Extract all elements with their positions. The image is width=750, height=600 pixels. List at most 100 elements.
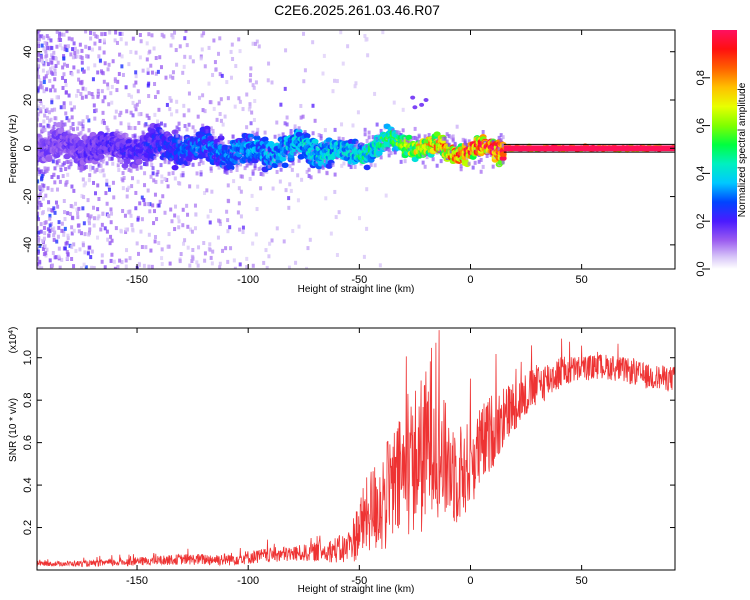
spectrogram-cell <box>156 119 160 124</box>
spectrogram-cell <box>296 198 300 203</box>
spectrogram-cell <box>141 130 145 135</box>
spectrogram-cell <box>143 171 147 176</box>
x-tick-label: -100 <box>237 274 259 286</box>
spectrogram-cell <box>178 259 182 264</box>
spectrogram-cell <box>130 184 134 189</box>
spectrogram-cell <box>43 244 47 249</box>
spectrogram-cell <box>38 34 42 39</box>
spectrogram-cell <box>50 187 54 192</box>
spectrogram-cell <box>109 220 113 225</box>
spectrogram-cell <box>40 59 44 64</box>
spectrogram-cell <box>55 239 59 244</box>
spectrogram-cell <box>341 61 345 66</box>
spectrogram-cell <box>117 160 121 165</box>
spectrogram-cell <box>191 59 195 64</box>
spectrogram-cell <box>501 160 505 165</box>
spectrogram-cell <box>79 130 83 135</box>
spectrogram-cell <box>473 160 477 165</box>
spectrogram-cell <box>119 159 123 164</box>
spectrogram-cell <box>305 266 309 269</box>
spectrogram-cell <box>153 239 157 244</box>
spectrogram-cell <box>111 180 115 185</box>
spectrogram-cell <box>243 166 247 171</box>
spectrogram-cell <box>37 250 40 255</box>
spectrogram-cell <box>278 179 282 184</box>
spectrogram-cell <box>218 219 222 224</box>
spectrogram-cell <box>208 220 212 225</box>
spectrogram-cell <box>100 70 104 75</box>
spectrogram-cell <box>213 60 217 65</box>
spectrogram-cell <box>443 136 447 141</box>
spectrogram-cell <box>185 127 189 132</box>
spectrogram-cell <box>90 265 94 269</box>
spectrogram-cell <box>363 164 371 171</box>
spectrogram-cell <box>96 183 100 188</box>
spectrogram-cell <box>43 113 47 118</box>
spectrogram-cell <box>79 91 83 96</box>
spectrogram-cell <box>77 206 81 211</box>
spectrogram-cell <box>196 114 200 119</box>
spectrogram-cell <box>54 56 58 61</box>
spectrogram-cell <box>55 159 59 164</box>
spectrogram-cell <box>423 164 427 169</box>
spectrogram-cell <box>158 199 162 204</box>
colorbar-tick-label: 0.8 <box>695 70 707 85</box>
spectrogram-cell <box>55 30 59 34</box>
y-tick-label: 1.0 <box>22 350 34 365</box>
spectrogram-cell <box>69 101 73 106</box>
spectrogram-cell <box>202 241 206 246</box>
spectrogram-cell <box>136 217 140 222</box>
spectrogram-cell <box>124 230 128 235</box>
spectrogram-cell <box>80 48 84 53</box>
spectrogram-cell <box>125 158 129 163</box>
spectrogram-cell <box>119 110 123 115</box>
spectrogram-cell <box>358 216 362 221</box>
spectrogram-cell <box>63 78 67 83</box>
spectrogram-cell <box>70 245 74 250</box>
spectrogram-cell <box>465 143 469 148</box>
spectrogram-cell <box>149 248 153 253</box>
spectrogram-cell <box>73 46 77 51</box>
spectrogram-cell <box>251 169 255 174</box>
spectrogram-cell <box>191 256 195 261</box>
spectrogram-cell <box>146 70 150 75</box>
spectrogram-cell <box>451 134 455 139</box>
spectrogram-cell <box>307 173 311 178</box>
y-tick-label: 0 <box>22 145 34 151</box>
spectrogram-cell <box>181 163 185 168</box>
spectrogram-cell <box>107 185 111 190</box>
spectrogram-cell <box>335 155 339 160</box>
spectrogram-cell <box>285 154 289 159</box>
spectrogram-cell <box>40 43 44 48</box>
spectrogram-cell <box>109 234 113 239</box>
spectrogram-cell <box>53 121 57 126</box>
spectrogram-cell <box>89 136 93 141</box>
spectrogram-cell <box>120 31 124 36</box>
spectrogram-cell <box>127 167 131 172</box>
spectrogram-cell <box>333 189 337 194</box>
spectrogram-cell <box>461 137 465 142</box>
spectrogram-cell <box>176 215 180 220</box>
spectrogram-cell <box>335 79 339 84</box>
spectrogram-cell <box>279 162 283 167</box>
spectrogram-cell <box>333 78 337 83</box>
spectrogram-cell <box>317 133 321 138</box>
spectrogram-cell <box>190 258 194 263</box>
spectrogram-cell <box>182 103 186 108</box>
spectrogram-cell <box>233 266 237 269</box>
spectrogram-cell <box>282 239 286 244</box>
spectrogram-cell <box>241 107 245 112</box>
spectrogram-cell <box>64 83 68 88</box>
spectrogram-cell <box>142 263 146 268</box>
spectrogram-cell <box>205 129 209 134</box>
x-tick-label: 0 <box>467 274 473 286</box>
spectrogram-cell <box>108 241 112 246</box>
spectrogram-cell <box>157 107 161 112</box>
snr-y-axis: 0.2 0.4 0.6 0.8 1.0 <box>22 350 675 535</box>
spectrogram-cell <box>439 159 443 164</box>
spectrogram-cell <box>134 50 138 55</box>
spectrogram-cell <box>42 225 46 230</box>
spectrogram-cell <box>166 244 170 249</box>
spectrogram-cell <box>153 192 157 197</box>
spectrogram-cell <box>101 110 105 115</box>
